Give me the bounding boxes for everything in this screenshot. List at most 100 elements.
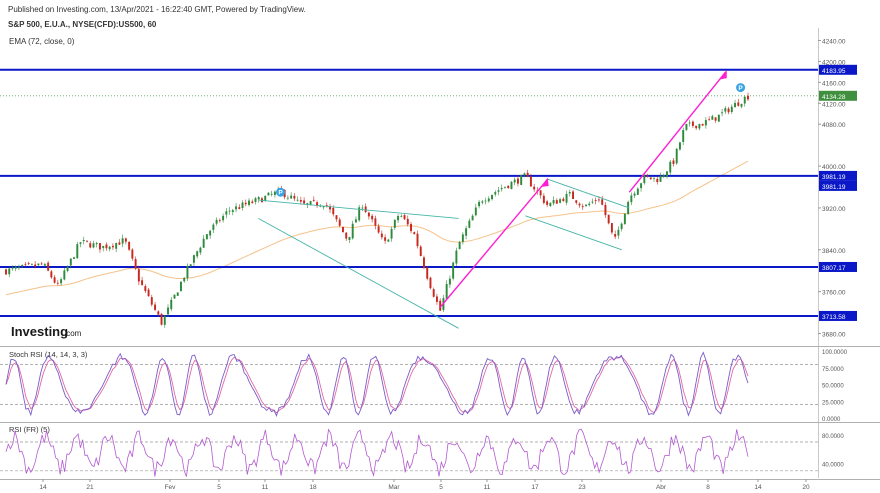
candle-body xyxy=(30,263,33,265)
candle-body xyxy=(717,114,720,122)
price-tick-label: 4160.00 xyxy=(822,80,846,87)
candle-body xyxy=(588,203,591,206)
candle-body xyxy=(98,243,101,250)
candle-body xyxy=(585,204,587,206)
candle-body xyxy=(189,264,192,267)
candle-body xyxy=(257,197,260,200)
candle-body xyxy=(478,201,481,207)
candle-body xyxy=(491,194,493,200)
candle-body xyxy=(351,223,354,239)
candle-body xyxy=(5,269,7,275)
level-price-tag xyxy=(819,310,857,321)
candle-body xyxy=(523,173,526,176)
candle-body xyxy=(176,292,179,296)
candle-body xyxy=(400,215,403,217)
time-tick-label: 23 xyxy=(578,484,586,491)
candle-body xyxy=(53,277,56,283)
candle-body xyxy=(578,203,581,206)
candle-body xyxy=(238,207,241,209)
candle-body xyxy=(11,267,14,269)
candle-body xyxy=(186,266,189,279)
candle-body xyxy=(354,219,357,223)
candle-body xyxy=(546,201,549,205)
candle-body xyxy=(552,200,555,204)
candle-body xyxy=(131,249,134,259)
channel-line xyxy=(525,215,623,251)
level-price-tag xyxy=(819,261,857,272)
candle-body xyxy=(627,201,630,215)
candle-body xyxy=(241,202,244,208)
candle-body xyxy=(623,213,626,224)
event-marker xyxy=(276,187,286,197)
candle-body xyxy=(228,210,231,212)
candle-body xyxy=(423,257,425,268)
candle-body xyxy=(303,200,306,204)
candle-body xyxy=(157,311,160,315)
candle-body xyxy=(63,270,66,280)
candle-body xyxy=(192,255,195,263)
candle-body xyxy=(597,199,600,201)
candle-body xyxy=(721,112,724,114)
candle-body xyxy=(734,102,737,108)
candle-body xyxy=(643,174,646,184)
time-tick-label: 21 xyxy=(86,484,94,491)
candle-body xyxy=(329,206,331,210)
candle-body xyxy=(465,228,468,236)
candle-body xyxy=(144,286,147,291)
candle-body xyxy=(128,241,131,250)
candle-body xyxy=(141,280,144,285)
candle-body xyxy=(393,219,396,228)
candle-body xyxy=(134,259,137,269)
time-tick-label: 11 xyxy=(262,484,269,491)
candle-body xyxy=(215,219,218,224)
candle-body xyxy=(520,175,523,185)
candle-body xyxy=(426,267,429,279)
candle-body xyxy=(8,268,11,275)
candle-body xyxy=(507,185,510,189)
candle-body xyxy=(620,223,623,229)
time-tick-label: 20 xyxy=(802,484,810,491)
candle-body xyxy=(607,214,610,224)
candle-body xyxy=(335,215,338,220)
candle-body xyxy=(737,102,740,106)
time-tick-label: Fev xyxy=(165,484,177,491)
candle-body xyxy=(108,246,111,250)
candle-body xyxy=(209,230,212,236)
candle-body xyxy=(183,277,186,282)
candle-body xyxy=(559,199,562,203)
candle-body xyxy=(591,201,594,203)
candle-body xyxy=(662,175,665,177)
level-price-tag xyxy=(819,64,857,75)
candle-body xyxy=(410,224,412,232)
candle-body xyxy=(649,177,652,180)
candle-body xyxy=(504,186,506,188)
candle-body xyxy=(529,176,532,187)
candle-body xyxy=(231,210,234,212)
candle-body xyxy=(196,251,199,257)
candle-body xyxy=(316,202,319,206)
candle-body xyxy=(14,266,17,269)
candle-body xyxy=(455,250,458,264)
candle-body xyxy=(377,226,380,233)
candle-body xyxy=(432,289,435,297)
candle-body xyxy=(92,243,95,248)
candle-body xyxy=(704,120,707,126)
candle-body xyxy=(640,183,643,189)
channel-line xyxy=(258,218,459,329)
candle-body xyxy=(675,148,678,164)
candle-body xyxy=(150,297,153,305)
level-price-label: 3981.19 xyxy=(822,184,846,191)
candle-body xyxy=(604,204,607,216)
candle-body xyxy=(562,198,565,202)
channel-line xyxy=(547,178,630,209)
candle-body xyxy=(254,198,257,202)
candle-body xyxy=(513,179,516,183)
candle-body xyxy=(484,200,487,202)
candle-body xyxy=(137,269,140,282)
candle-body xyxy=(47,262,50,271)
rsi-legend: RSI (FR) (5) xyxy=(9,425,50,434)
price-tick-label: 4240.00 xyxy=(822,38,846,45)
candle-body xyxy=(542,195,545,203)
channel-line xyxy=(258,199,459,219)
